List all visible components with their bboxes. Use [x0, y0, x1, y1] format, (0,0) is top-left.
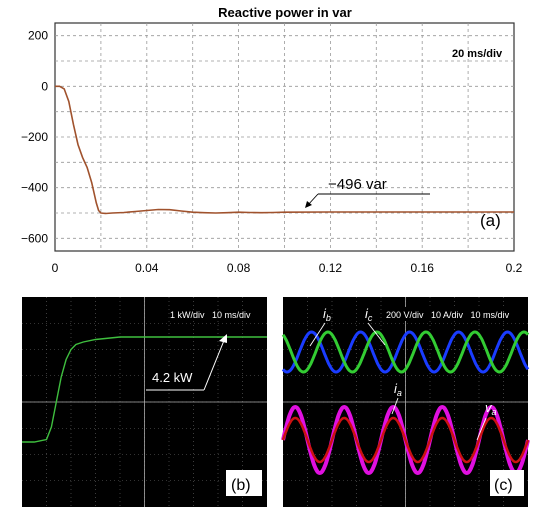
scale-note-a: 20 ms/div	[452, 48, 503, 60]
label-va: va	[485, 400, 497, 417]
x-tick-label: 0.16	[411, 261, 435, 275]
y-tick-label: −200	[21, 130, 48, 144]
annotation-arrowhead-a	[305, 201, 312, 208]
x-tick-label: 0	[52, 261, 59, 275]
active-power-trace	[22, 336, 267, 443]
annotation-arrow-b	[203, 337, 226, 391]
label-ib: ib	[323, 306, 331, 323]
panel-label-c: (c)	[494, 477, 513, 494]
reactive-power-line	[55, 85, 514, 215]
x-tick-label: 0.04	[135, 261, 159, 275]
grid-b	[22, 297, 267, 507]
scale-box-c	[382, 307, 524, 321]
y-tick-label: 200	[28, 29, 48, 43]
traces-c	[281, 330, 530, 476]
trace-ib	[281, 330, 530, 374]
y-tick-label: −600	[21, 231, 48, 245]
annotation-b: 4.2 kW	[152, 370, 193, 385]
annotation-arrowhead-b	[219, 334, 227, 343]
scale-note-c: 200 V/div 10 A/div 10 ms/div	[386, 310, 510, 320]
annotation-box-b	[145, 366, 207, 386]
label-ic: ic	[365, 306, 373, 323]
chart-title: Reactive power in var	[218, 5, 352, 20]
tick-labels-a: 0 0.04 0.08 0.12 0.16 0.2 200 0 −200 −400 −600	[21, 29, 523, 275]
y-tick-label: −400	[21, 181, 48, 195]
label-ia: ia	[394, 381, 402, 398]
grid-a	[55, 23, 514, 251]
panel-a: Reactive power in var 0 0.04 0.08 0.12 0.16 0…	[21, 5, 523, 275]
x-tick-label: 0.12	[319, 261, 343, 275]
y-tick-label: 0	[41, 79, 48, 93]
x-tick-label: 0.2	[506, 261, 523, 275]
panel-c: 200 V/div 10 A/div 10 ms/div ib ic ia va…	[281, 297, 530, 507]
grid-c	[283, 297, 528, 507]
x-tick-label: 0.08	[227, 261, 251, 275]
trace-ia	[281, 416, 530, 464]
annotation-a: −496 var	[328, 176, 387, 193]
panel-b: 1 kW/div 10 ms/div 4.2 kW (b)	[22, 297, 267, 507]
panel-label-a: (a)	[480, 211, 501, 230]
label-arrows-c	[309, 322, 487, 441]
panel-label-b: (b)	[231, 477, 251, 494]
panel-label-box-c	[490, 470, 524, 496]
panel-label-box-b	[226, 470, 262, 496]
scale-note-b: 1 kW/div 10 ms/div	[170, 310, 251, 320]
trace-ic	[281, 330, 530, 374]
